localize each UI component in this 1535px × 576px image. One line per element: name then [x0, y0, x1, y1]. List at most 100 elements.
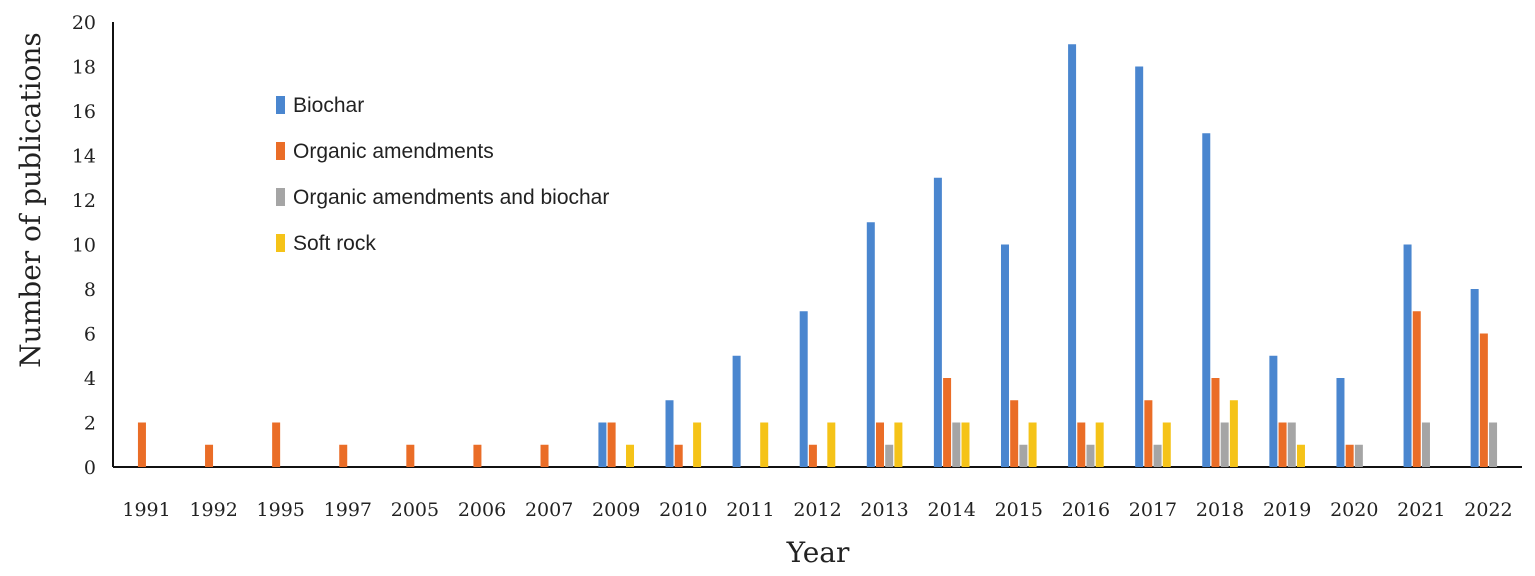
- bars: [137, 44, 1498, 467]
- y-axis-title: Number of publications: [14, 32, 47, 368]
- bar-organic-amendments-and-biochar-2017: [1153, 444, 1162, 467]
- bar-biochar-2009: [598, 422, 607, 467]
- bar-organic-amendments-2017: [1144, 400, 1153, 467]
- x-tick-label: 1992: [189, 499, 237, 521]
- x-tick-label: 2006: [458, 499, 506, 521]
- legend: Biochar Organic amendments Organic amendme…: [276, 94, 609, 255]
- bar-soft-rock-2012: [827, 422, 836, 467]
- x-tick-labels: 1991 1992 1995 1997 2005 2006 2007 2009 2010 2011…: [122, 499, 1512, 521]
- bar-organic-amendments-2018: [1211, 378, 1220, 467]
- bar-organic-amendments-2013: [875, 422, 884, 467]
- bar-organic-amendments-2010: [674, 444, 683, 467]
- y-tick-label: 8: [84, 279, 96, 301]
- legend-swatch-organic-amendments: [276, 142, 285, 160]
- x-tick-label: 2009: [592, 499, 640, 521]
- y-tick-label: 0: [84, 457, 96, 479]
- x-tick-label: 2021: [1397, 499, 1445, 521]
- bar-organic-amendments-1997: [339, 444, 348, 467]
- x-tick-label: 2007: [525, 499, 573, 521]
- x-tick-label: 2011: [726, 499, 774, 521]
- legend-label-organic-amendments: Organic amendments: [293, 140, 494, 163]
- legend-label-biochar: Biochar: [293, 94, 364, 117]
- bar-organic-amendments-2019: [1278, 422, 1287, 467]
- x-tick-label: 2012: [793, 499, 841, 521]
- bar-organic-amendments-1995: [272, 422, 281, 467]
- x-tick-label: 2010: [659, 499, 707, 521]
- x-tick-label: 2022: [1464, 499, 1512, 521]
- bar-organic-amendments-and-biochar-2018: [1220, 422, 1229, 467]
- bar-biochar-2011: [732, 355, 741, 467]
- bar-organic-amendments-2005: [406, 444, 415, 467]
- x-tick-label: 1995: [257, 499, 305, 521]
- bar-soft-rock-2011: [760, 422, 769, 467]
- y-tick-label: 12: [72, 190, 96, 212]
- y-tick-label: 10: [72, 235, 96, 257]
- legend-swatch-organic-amendments-and-biochar: [276, 188, 285, 206]
- y-tick-label: 2: [84, 413, 96, 435]
- bar-biochar-2021: [1403, 244, 1412, 467]
- bar-organic-amendments-and-biochar-2016: [1086, 444, 1095, 467]
- bar-organic-amendments-2015: [1010, 400, 1019, 467]
- x-tick-label: 2014: [928, 499, 976, 521]
- y-tick-label: 14: [72, 146, 96, 168]
- bar-organic-amendments-and-biochar-2020: [1354, 444, 1363, 467]
- legend-swatch-biochar: [276, 96, 285, 114]
- bar-organic-amendments-and-biochar-2022: [1489, 422, 1498, 467]
- bar-biochar-2020: [1336, 378, 1345, 467]
- x-tick-label: 2016: [1062, 499, 1110, 521]
- x-tick-label: 2015: [995, 499, 1043, 521]
- legend-label-organic-amendments-and-biochar: Organic amendments and biochar: [293, 186, 609, 209]
- bar-biochar-2012: [799, 311, 808, 467]
- bar-biochar-2018: [1202, 133, 1211, 467]
- x-tick-label: 2018: [1196, 499, 1244, 521]
- bar-organic-amendments-and-biochar-2013: [885, 444, 894, 467]
- bar-soft-rock-2018: [1229, 400, 1238, 467]
- x-axis-title: Year: [786, 536, 850, 569]
- y-tick-label: 16: [72, 101, 96, 123]
- bar-biochar-2015: [1000, 244, 1009, 467]
- x-tick-label: 2019: [1263, 499, 1311, 521]
- bar-soft-rock-2015: [1028, 422, 1037, 467]
- legend-swatch-soft-rock: [276, 234, 285, 252]
- x-tick-label: 2013: [860, 499, 908, 521]
- bar-organic-amendments-2020: [1345, 444, 1354, 467]
- bar-soft-rock-2013: [894, 422, 903, 467]
- bar-soft-rock-2010: [693, 422, 702, 467]
- bar-organic-amendments-and-biochar-2015: [1019, 444, 1028, 467]
- x-tick-label: 1997: [324, 499, 372, 521]
- legend-label-soft-rock: Soft rock: [293, 232, 376, 255]
- bar-organic-amendments-2022: [1479, 333, 1488, 467]
- y-tick-labels: 0 2 4 6 8 10 12 14 16 18 20: [72, 12, 96, 479]
- bar-organic-amendments-and-biochar-2019: [1287, 422, 1296, 467]
- bar-organic-amendments-1991: [137, 422, 146, 467]
- bar-organic-amendments-2007: [540, 444, 549, 467]
- y-tick-label: 4: [84, 368, 96, 390]
- x-tick-label: 1991: [122, 499, 170, 521]
- x-tick-label: 2020: [1330, 499, 1378, 521]
- bar-biochar-2013: [866, 222, 875, 467]
- bar-soft-rock-2009: [626, 444, 635, 467]
- bar-organic-amendments-2016: [1077, 422, 1086, 467]
- bar-biochar-2022: [1470, 289, 1479, 467]
- bar-organic-amendments-2021: [1412, 311, 1421, 467]
- bar-soft-rock-2019: [1296, 444, 1305, 467]
- bar-soft-rock-2017: [1162, 422, 1171, 467]
- x-tick-label: 2017: [1129, 499, 1177, 521]
- bar-organic-amendments-2009: [607, 422, 616, 467]
- bar-biochar-2017: [1135, 66, 1144, 467]
- bar-organic-amendments-2014: [943, 378, 952, 467]
- bar-soft-rock-2016: [1095, 422, 1104, 467]
- bar-biochar-2019: [1269, 355, 1278, 467]
- bar-biochar-2016: [1068, 44, 1077, 467]
- y-tick-label: 18: [72, 57, 96, 79]
- y-tick-label: 6: [84, 324, 96, 346]
- bar-organic-amendments-1992: [205, 444, 214, 467]
- y-tick-label: 20: [72, 12, 96, 34]
- bar-organic-amendments-2012: [808, 444, 817, 467]
- x-tick-label: 2005: [391, 499, 439, 521]
- bar-organic-amendments-2006: [473, 444, 482, 467]
- bar-biochar-2014: [933, 177, 942, 467]
- bar-soft-rock-2014: [961, 422, 970, 467]
- axes: [112, 22, 1522, 468]
